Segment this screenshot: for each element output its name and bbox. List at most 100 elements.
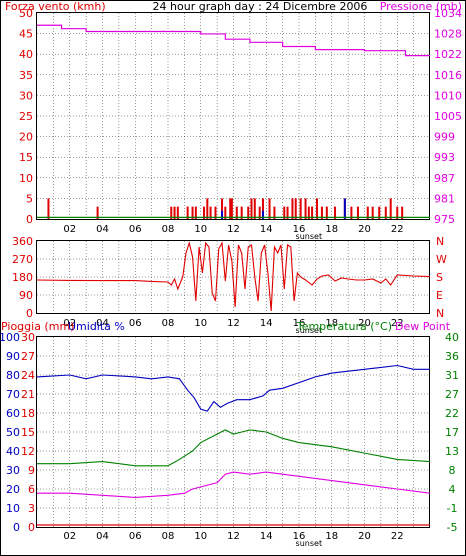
x-tick-label: 18: [325, 531, 338, 542]
wind-bar: [320, 206, 323, 219]
pressure-y-tick: 975: [434, 213, 455, 226]
wind-bar: [258, 206, 261, 219]
humidity-y-tick: 30: [6, 464, 20, 477]
chart-title: 24 hour graph day : 24 Dicembre 2006: [153, 0, 368, 13]
rain-y-tick: 24: [21, 369, 35, 382]
pressure-y-tick: 1010: [434, 89, 462, 102]
wind-y-tick: 40: [19, 48, 33, 61]
x-tick-label: 16: [293, 531, 306, 542]
rain-y-tick: 6: [28, 483, 35, 496]
direction-compass-tick: W: [436, 253, 447, 266]
rain-y-tick: 30: [21, 331, 35, 344]
x-tick-label: 12: [227, 224, 240, 235]
direction-line: [36, 240, 431, 312]
wind-bar: [384, 206, 387, 219]
wind-bar: [283, 206, 286, 219]
wind-bar: [230, 198, 233, 219]
wind-bar: [247, 206, 250, 219]
wind-bar: [206, 198, 209, 219]
direction-y-tick: 270: [12, 253, 33, 266]
wind-bar: [291, 198, 294, 219]
wind-bar: [366, 206, 369, 219]
wind-gust-bar: [343, 198, 346, 219]
wind-bar: [334, 206, 337, 219]
x-tick-label: 14: [260, 318, 273, 329]
humidity-y-tick: 10: [6, 502, 20, 515]
wind-y-tick: 15: [19, 151, 33, 164]
x-tick-label: 12: [227, 531, 240, 542]
x-tick-label: 08: [162, 224, 175, 235]
temperature-y-tick: 27: [445, 388, 459, 401]
wind-gust-bar: [221, 210, 224, 219]
wind-bar: [401, 206, 404, 219]
x-tick-label: 16: [293, 224, 306, 235]
wind-bar: [316, 198, 319, 219]
x-tick-label: 18: [325, 224, 338, 235]
chart-series: [36, 24, 431, 526]
x-tick-label: 20: [358, 531, 371, 542]
wind-bar: [396, 206, 399, 219]
temperature-y-tick: 4: [449, 483, 456, 496]
x-tick-label: 06: [129, 531, 142, 542]
humidity-y-tick: 20: [6, 483, 20, 496]
wind-gust-bar: [261, 210, 264, 219]
temperature-y-tick: 8: [449, 464, 456, 477]
grid-lines: [37, 13, 430, 527]
pressure-axis-label: Pressione (mb): [380, 0, 462, 13]
wind-bar: [96, 206, 99, 219]
pressure-line: [37, 24, 430, 57]
rain-y-tick: 3: [28, 502, 35, 515]
rain-y-tick: 15: [21, 426, 35, 439]
x-tick-label: 04: [96, 318, 109, 329]
rain-y-tick: 27: [21, 350, 35, 363]
humidity-y-tick: 40: [6, 445, 20, 458]
wind-bar: [371, 206, 374, 219]
wind-bar: [325, 206, 328, 219]
pressure-y-tick: 1028: [434, 28, 462, 41]
rain-axis-label: Pioggia (mm): [1, 320, 74, 333]
wind-bar: [235, 206, 238, 219]
wind-bar: [389, 198, 392, 219]
direction-compass-tick: S: [436, 271, 443, 284]
temperature-y-tick: 17: [445, 426, 459, 439]
sunset-label: sunset: [296, 539, 323, 548]
pressure-y-tick: 1022: [434, 48, 462, 61]
pressure-y-tick: 999: [434, 131, 455, 144]
x-tick-label: 10: [194, 531, 207, 542]
direction-compass-tick: E: [436, 289, 443, 302]
wind-bar: [356, 206, 359, 219]
humidity-line: [36, 364, 430, 412]
direction-y-tick: 90: [19, 289, 33, 302]
dewpoint-axis-label: Dew Point: [395, 320, 451, 333]
humidity-y-tick: 0: [13, 521, 20, 534]
wind-bar: [378, 206, 381, 219]
x-tick-label: 12: [227, 318, 240, 329]
x-tick-label: 10: [194, 318, 207, 329]
temperature-line: [37, 429, 431, 467]
wind-bar: [294, 198, 297, 219]
wind-bar: [224, 206, 227, 219]
wind-bar: [286, 206, 289, 219]
pressure-y-tick: 987: [434, 172, 455, 185]
wind-y-tick: 50: [19, 7, 33, 20]
temperature-axis-label: Temperatura (°C): [296, 320, 392, 333]
wind-bar: [350, 206, 353, 219]
x-tick-label: 02: [63, 224, 76, 235]
wind-bar: [176, 206, 179, 219]
temperature-y-tick: 40: [445, 331, 459, 344]
direction-compass-tick: N: [436, 235, 444, 248]
sunset-label: sunset: [296, 232, 323, 241]
temperature-y-tick: 31: [445, 369, 459, 382]
wind-bar: [311, 206, 314, 219]
direction-y-tick: 180: [12, 271, 33, 284]
temperature-y-tick: 22: [445, 407, 459, 420]
wind-y-tick: 45: [19, 28, 33, 41]
temperature-y-tick: -1: [447, 502, 458, 515]
pressure-y-tick: 981: [434, 192, 455, 205]
pressure-y-tick: 993: [434, 151, 455, 164]
wind-y-tick: 0: [26, 213, 33, 226]
direction-compass-tick: N: [436, 307, 444, 320]
x-tick-label: 20: [358, 224, 371, 235]
wind-bar: [304, 198, 307, 219]
